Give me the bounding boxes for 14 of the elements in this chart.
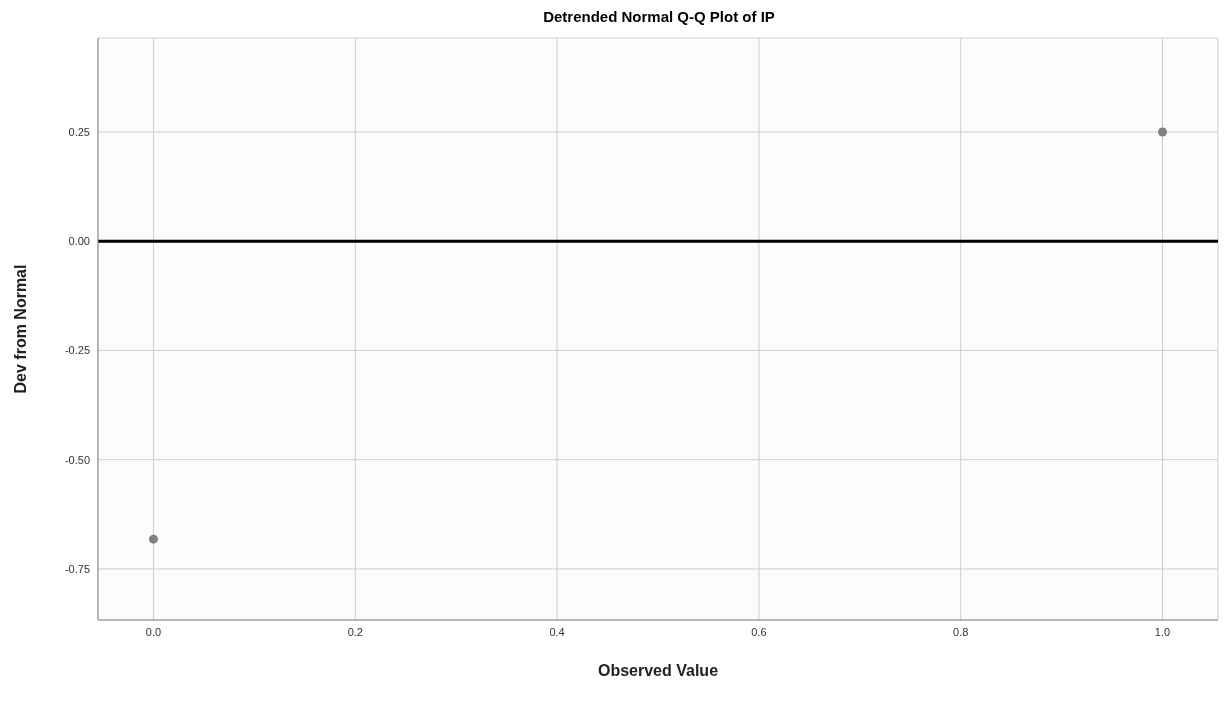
y-tick-label: 0.00: [68, 235, 90, 248]
x-axis-title: Observed Value: [597, 662, 719, 679]
y-tick-label: -0.75: [64, 562, 90, 575]
x-tick-label: 0.8: [953, 625, 969, 638]
y-tick-label: -0.50: [64, 453, 90, 466]
x-tick-label: 0.4: [549, 625, 565, 638]
x-tick-label: 0.6: [751, 625, 767, 638]
x-tick-label: 0.0: [145, 625, 162, 638]
x-tick-label: 0.2: [347, 625, 363, 638]
chart-title: Detrended Normal Q-Q Plot of IP: [542, 8, 776, 27]
y-tick-label: -0.25: [64, 344, 90, 357]
x-tick-label: 1.0: [1154, 625, 1171, 638]
y-tick-label: 0.25: [68, 125, 90, 138]
y-axis-title: Dev from Normal: [11, 264, 29, 394]
